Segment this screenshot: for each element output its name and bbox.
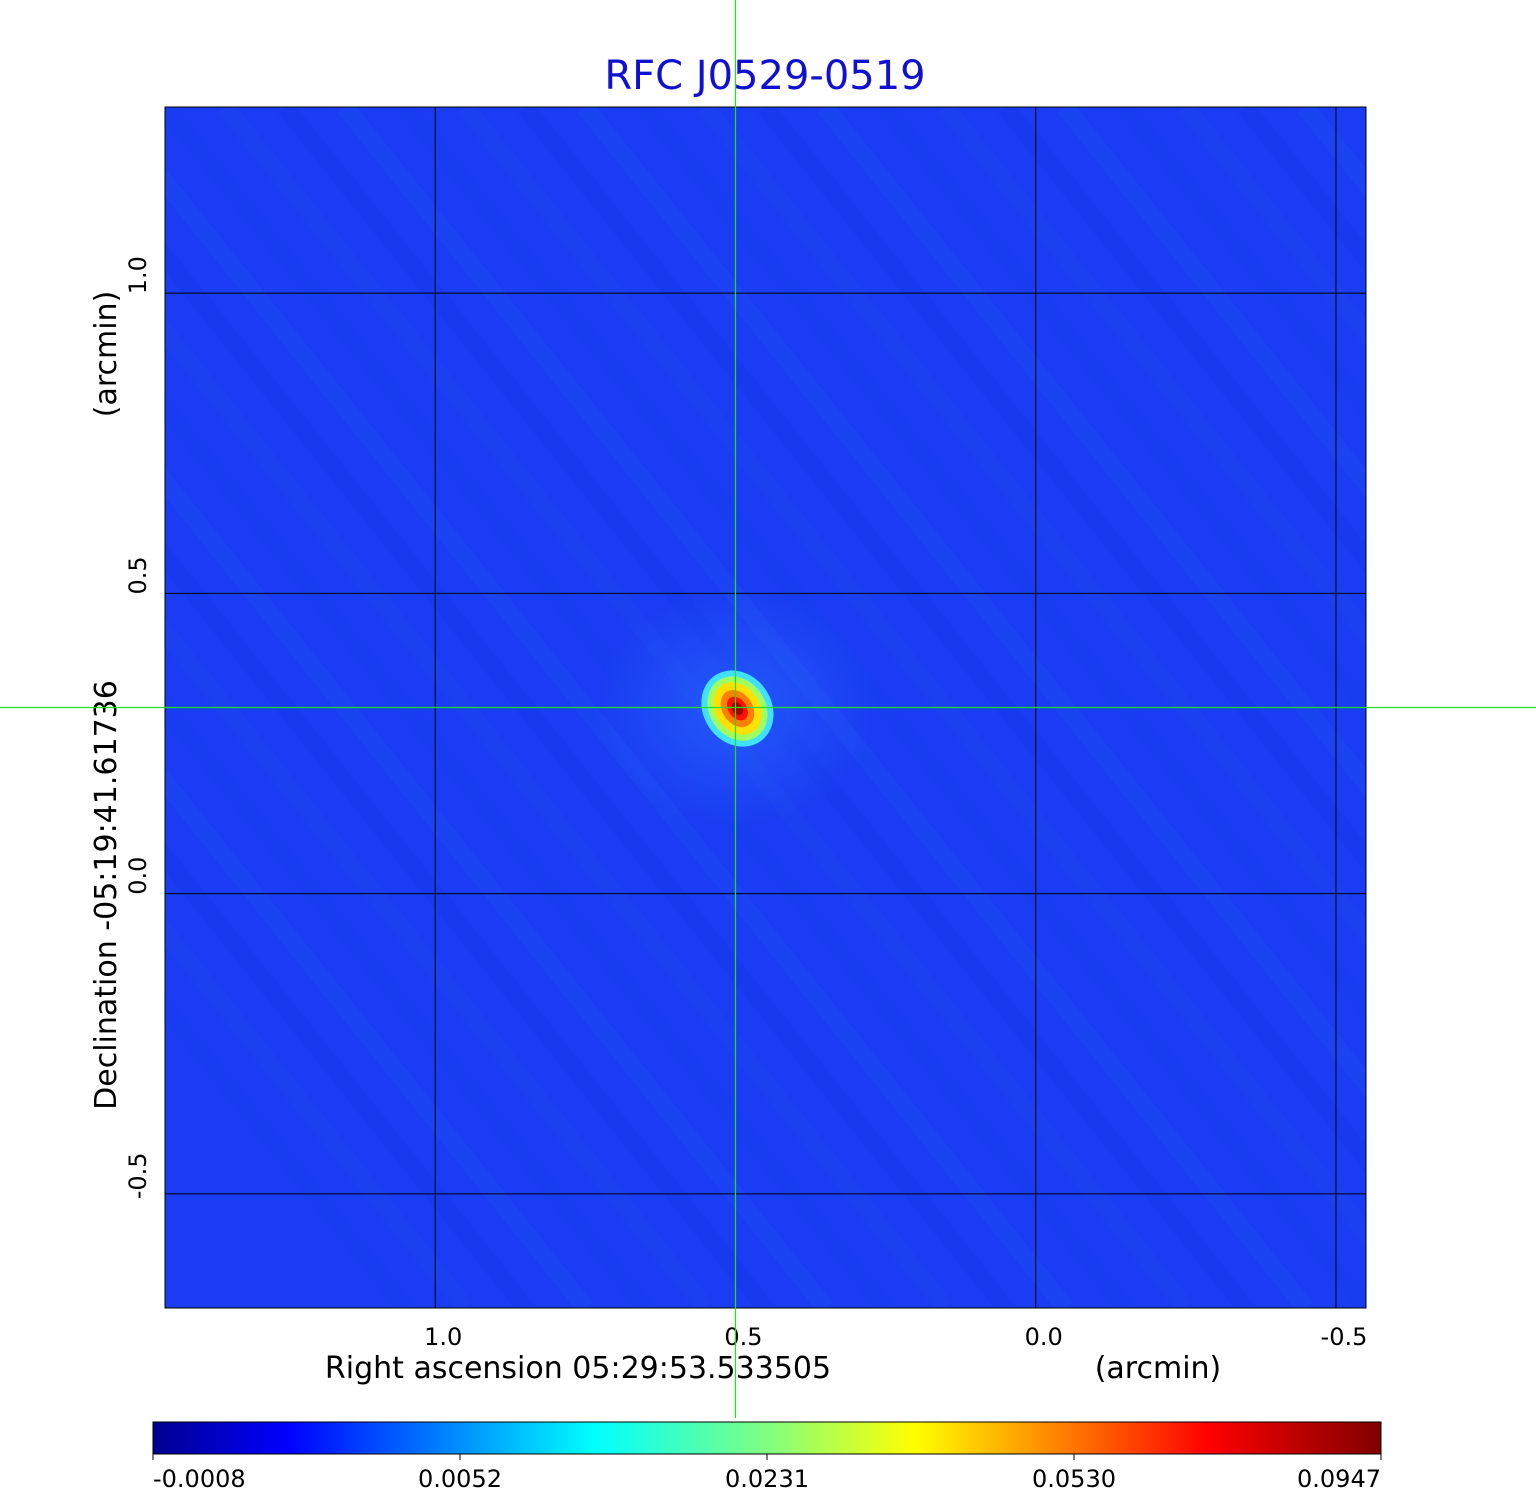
colorbar-tick-labels: -0.0008 0.0052 0.0231 0.0530 0.0947 — [152, 1454, 1382, 1493]
x-axis-label: Right ascension 05:29:53.533505 — [325, 1351, 831, 1386]
noise-streak — [1177, 107, 1366, 348]
colorbar-tick-label: 0.0947 — [1297, 1465, 1381, 1493]
noise-streak — [165, 767, 593, 1308]
x-tick-labels: 1.0 0.5 0.0 -0.5 — [424, 1323, 1367, 1351]
noise-streak — [165, 842, 533, 1308]
noise-streak — [997, 107, 1366, 573]
source-contour — [731, 702, 744, 715]
y-tick-label: 0.0 — [124, 857, 152, 895]
colorbar-tick-label: 0.0530 — [1032, 1465, 1116, 1493]
y-axis-label: Declination -05:19:41.61736 — [89, 680, 124, 1110]
noise-streak — [165, 992, 413, 1308]
x-tick-label: 0.0 — [1025, 1323, 1063, 1351]
noise-streak — [937, 107, 1366, 648]
colorbar-tick-label: 0.0052 — [418, 1465, 502, 1493]
noise-streak — [1057, 107, 1366, 498]
chart-title: RFC J0529-0519 — [604, 53, 925, 99]
x-tick-label: 1.0 — [424, 1323, 462, 1351]
colorbar-tick-label: -0.0008 — [153, 1465, 246, 1493]
y-axis-unit: (arcmin) — [89, 291, 124, 418]
noise-streak — [1117, 107, 1366, 423]
y-tick-label: 0.5 — [124, 556, 152, 594]
crosshair — [0, 0, 1536, 1418]
y-tick-labels: 1.0 0.5 0.0 -0.5 — [124, 256, 152, 1199]
y-tick-label: 1.0 — [124, 256, 152, 294]
y-tick-label: -0.5 — [124, 1152, 152, 1199]
colorbar — [152, 1421, 1382, 1455]
x-tick-label: -0.5 — [1321, 1323, 1368, 1351]
noise-streak — [165, 917, 473, 1308]
x-tick-label: 0.5 — [724, 1323, 762, 1351]
colorbar-tick-label: 0.0231 — [725, 1465, 809, 1493]
x-axis-unit: (arcmin) — [1095, 1351, 1222, 1386]
